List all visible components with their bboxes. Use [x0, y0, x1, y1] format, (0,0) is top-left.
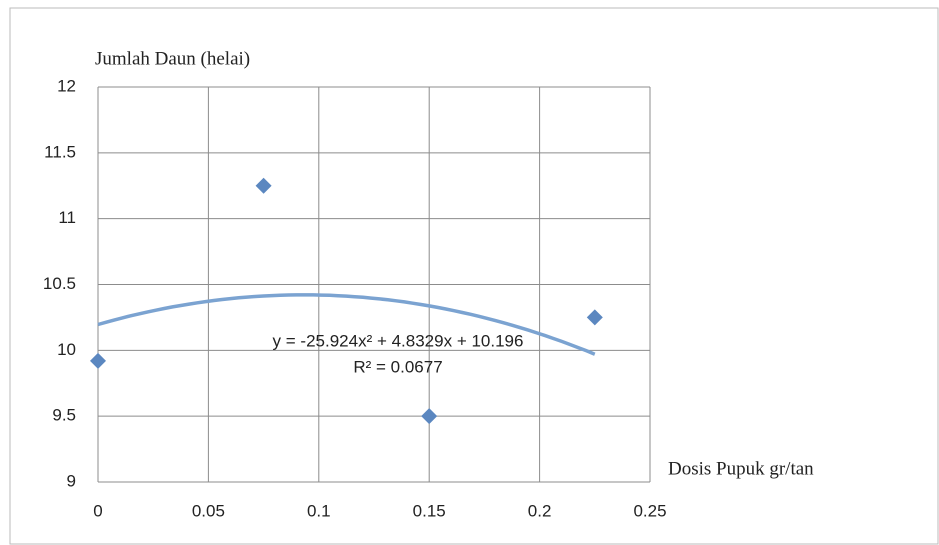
x-tick-label: 0.25: [633, 501, 666, 520]
data-point: [255, 177, 272, 194]
x-tick-label: 0.05: [192, 501, 225, 520]
trendline-equation: y = -25.924x² + 4.8329x + 10.196: [273, 331, 524, 350]
y-tick-label: 10: [57, 340, 76, 359]
y-tick-label: 12: [57, 76, 76, 95]
y-tick-label: 11.5: [44, 142, 76, 161]
trendline-r-squared: R² = 0.0677: [353, 357, 442, 376]
trendline: [97, 293, 596, 356]
data-point: [421, 408, 438, 425]
y-tick-label: 9.5: [52, 406, 76, 425]
x-tick-label: 0.2: [528, 501, 552, 520]
y-axis-label: Jumlah Daun (helai): [95, 48, 250, 69]
x-tick-label: 0: [93, 501, 102, 520]
x-tick-label: 0.1: [307, 501, 331, 520]
y-tick-label: 10.5: [43, 274, 76, 293]
data-point: [90, 352, 106, 369]
x-tick-label: 0.15: [413, 501, 446, 520]
y-tick-label: 11: [58, 208, 76, 227]
data-point: [586, 309, 603, 326]
y-tick-label: 9: [67, 471, 76, 490]
x-axis-label: Dosis Pupuk gr/tan: [668, 458, 814, 479]
chart-border: [9, 7, 939, 545]
